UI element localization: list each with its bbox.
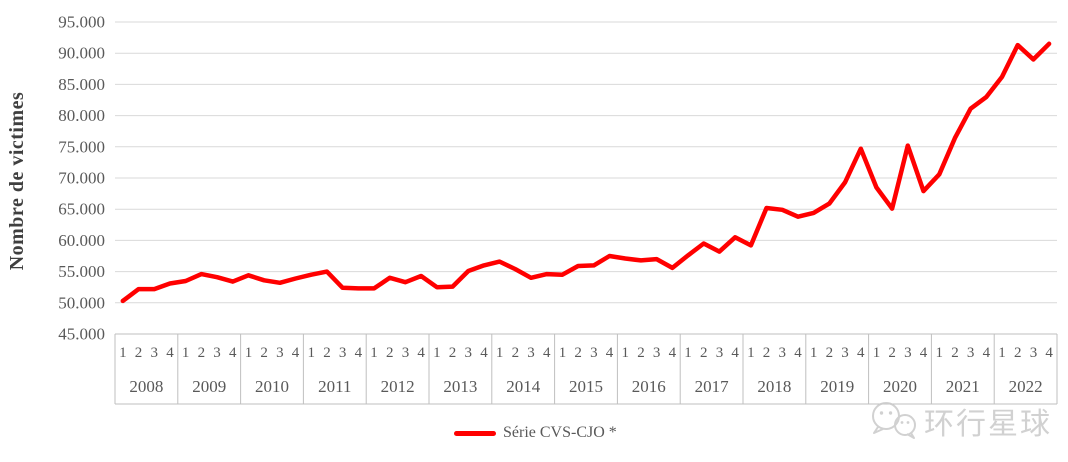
x-year-label: 2009 [192,377,226,396]
x-quarter-label: 1 [684,345,692,361]
y-tick-label: 50.000 [58,293,105,312]
y-tick-label: 80.000 [58,106,105,125]
x-quarter-label: 1 [119,345,127,361]
x-year-label: 2017 [695,377,730,396]
x-quarter-label: 4 [229,345,237,361]
y-tick-label: 85.000 [58,75,105,94]
x-quarter-label: 1 [998,345,1006,361]
y-tick-label: 70.000 [58,169,105,188]
x-quarter-label: 1 [810,345,818,361]
x-quarter-label: 4 [983,345,991,361]
x-quarter-label: 2 [135,345,143,361]
x-year-label: 2008 [129,377,163,396]
x-quarter-label: 4 [606,345,614,361]
x-quarter-label: 4 [669,345,677,361]
x-quarter-label: 3 [151,345,159,361]
x-quarter-label: 3 [213,345,221,361]
y-tick-label: 55.000 [58,262,105,281]
x-quarter-label: 1 [559,345,567,361]
x-year-label: 2013 [443,377,477,396]
series-line-cvs-cjo [120,41,1052,304]
x-quarter-label: 3 [1030,345,1038,361]
x-quarter-label: 4 [543,345,551,361]
x-quarter-label: 3 [967,345,975,361]
x-quarter-label: 1 [308,345,316,361]
x-quarter-label: 4 [292,345,300,361]
x-quarter-label: 4 [480,345,488,361]
x-quarter-label: 2 [323,345,331,361]
x-quarter-label: 2 [386,345,394,361]
x-quarter-label: 1 [182,345,190,361]
x-quarter-label: 3 [527,345,535,361]
x-quarter-label: 2 [951,345,959,361]
x-quarter-label: 2 [1014,345,1022,361]
x-quarter-label: 1 [936,345,944,361]
x-quarter-label: 2 [826,345,834,361]
x-year-label: 2022 [1009,377,1043,396]
y-tick-label: 45.000 [58,325,105,344]
y-tick-label: 90.000 [58,44,105,63]
y-tick-label: 60.000 [58,231,105,250]
x-quarter-label: 3 [276,345,284,361]
x-quarter-label: 1 [245,345,253,361]
x-quarter-label: 2 [198,345,206,361]
x-quarter-label: 4 [920,345,928,361]
x-quarter-label: 2 [888,345,896,361]
x-year-label: 2014 [506,377,541,396]
x-quarter-label: 2 [449,345,457,361]
x-quarter-label: 3 [779,345,787,361]
x-quarter-label: 3 [716,345,724,361]
x-quarter-label: 3 [904,345,912,361]
x-quarter-label: 2 [574,345,582,361]
x-quarter-label: 2 [637,345,645,361]
x-quarter-label: 4 [794,345,802,361]
x-quarter-label: 4 [417,345,425,361]
y-tick-label: 75.000 [58,137,105,156]
x-quarter-label: 3 [402,345,410,361]
x-quarter-label: 1 [370,345,378,361]
x-quarter-label: 4 [1045,345,1053,361]
x-quarter-label: 3 [465,345,473,361]
x-quarter-label: 4 [731,345,739,361]
legend-line-swatch [454,430,496,436]
x-quarter-label: 2 [260,345,268,361]
legend-label: Série CVS-CJO * [503,424,617,441]
x-quarter-label: 2 [512,345,520,361]
x-year-label: 2016 [632,377,666,396]
x-quarter-label: 2 [700,345,708,361]
x-year-label: 2011 [318,377,351,396]
x-quarter-label: 1 [747,345,755,361]
x-year-label: 2015 [569,377,603,396]
x-year-label: 2018 [757,377,791,396]
x-quarter-label: 3 [653,345,661,361]
x-quarter-label: 1 [622,345,630,361]
x-quarter-label: 1 [873,345,881,361]
x-quarter-label: 3 [841,345,849,361]
x-quarter-label: 4 [857,345,865,361]
x-year-label: 2019 [820,377,854,396]
y-tick-label: 95.000 [58,13,105,32]
legend: Série CVS-CJO * [454,424,617,442]
x-year-label: 2012 [381,377,415,396]
x-quarter-label: 4 [355,345,363,361]
x-quarter-label: 1 [433,345,441,361]
x-quarter-label: 3 [339,345,347,361]
x-year-label: 2020 [883,377,917,396]
x-quarter-label: 2 [763,345,771,361]
x-year-label: 2010 [255,377,289,396]
x-quarter-label: 1 [496,345,504,361]
y-tick-label: 65.000 [58,200,105,219]
x-year-label: 2021 [946,377,980,396]
x-quarter-label: 3 [590,345,598,361]
x-quarter-label: 4 [166,345,174,361]
